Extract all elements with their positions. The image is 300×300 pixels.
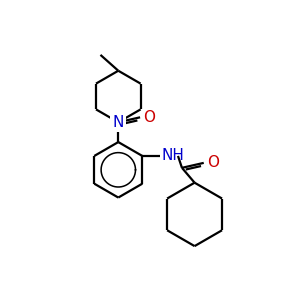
Text: NH: NH [161,148,184,164]
Text: O: O [207,155,219,170]
Text: O: O [143,110,155,125]
Text: N: N [112,115,124,130]
